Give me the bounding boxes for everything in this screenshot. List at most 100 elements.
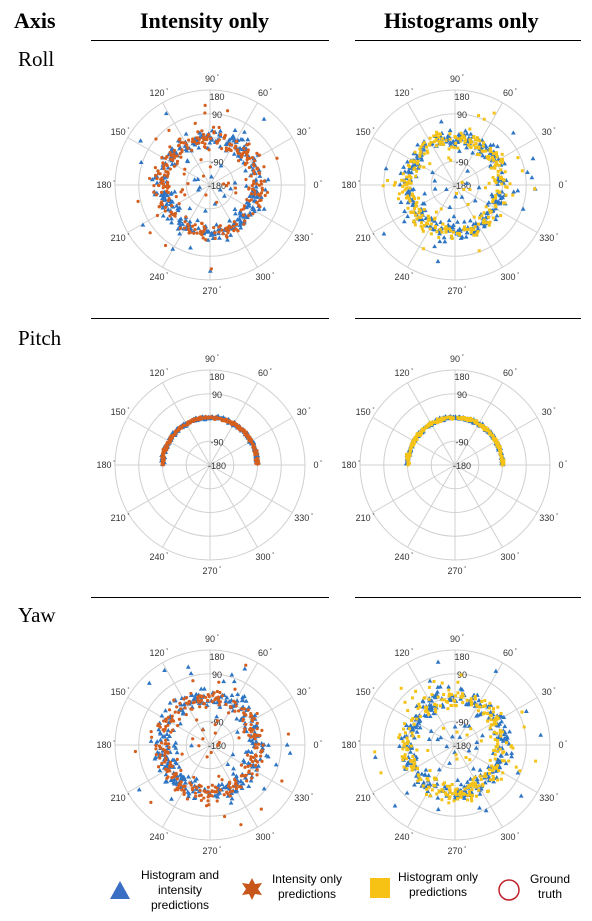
point-square bbox=[462, 225, 466, 229]
angle-tick-label: 0 bbox=[558, 740, 563, 750]
point-triangle bbox=[177, 219, 183, 224]
point-square bbox=[471, 784, 475, 788]
grid-spoke bbox=[407, 744, 456, 828]
point-star bbox=[253, 189, 257, 194]
point-star bbox=[255, 151, 259, 155]
point-square bbox=[421, 784, 425, 788]
point-star bbox=[247, 199, 252, 203]
point-square bbox=[488, 726, 492, 730]
point-star bbox=[224, 702, 228, 707]
point-triangle bbox=[159, 195, 165, 201]
point-square bbox=[409, 175, 413, 179]
point-square bbox=[500, 459, 504, 463]
point-star bbox=[167, 441, 171, 445]
point-star bbox=[251, 212, 255, 216]
point-star bbox=[169, 210, 173, 214]
point-triangle bbox=[422, 191, 428, 196]
point-star bbox=[242, 222, 246, 226]
point-star bbox=[175, 777, 179, 781]
point-star bbox=[255, 727, 259, 731]
point-square bbox=[504, 193, 508, 197]
point-star bbox=[183, 226, 187, 230]
point-triangle bbox=[238, 778, 244, 783]
grid-spoke bbox=[454, 102, 503, 186]
point-triangle bbox=[518, 793, 524, 798]
point-triangle bbox=[477, 805, 482, 810]
point-triangle bbox=[243, 168, 248, 173]
point-star bbox=[183, 706, 187, 710]
angle-tick-label: 30 bbox=[542, 407, 552, 417]
point-square bbox=[401, 172, 405, 176]
point-square bbox=[430, 788, 434, 792]
point-square bbox=[475, 152, 479, 156]
point-triangle bbox=[504, 733, 510, 739]
point-square bbox=[496, 169, 500, 173]
point-square bbox=[489, 210, 493, 214]
point-square bbox=[411, 696, 415, 700]
point-triangle bbox=[436, 767, 442, 772]
point-square bbox=[425, 149, 429, 153]
point-square bbox=[424, 793, 428, 797]
point-triangle bbox=[452, 724, 458, 729]
point-square bbox=[481, 704, 485, 708]
point-square bbox=[475, 419, 479, 423]
point-triangle bbox=[165, 216, 171, 221]
point-star bbox=[193, 791, 198, 795]
point-square bbox=[414, 689, 418, 693]
point-star bbox=[226, 784, 231, 788]
point-square bbox=[409, 744, 413, 748]
point-triangle bbox=[171, 743, 177, 748]
point-square bbox=[461, 694, 465, 698]
point-triangle bbox=[195, 187, 201, 192]
angle-tick-label: 300 bbox=[255, 552, 270, 562]
point-star bbox=[248, 714, 253, 719]
degree-mark: ° bbox=[113, 740, 115, 746]
point-star bbox=[226, 181, 231, 185]
point-square bbox=[474, 233, 478, 237]
point-star bbox=[201, 230, 205, 234]
point-star bbox=[177, 717, 182, 721]
point-star bbox=[253, 452, 257, 457]
point-square bbox=[413, 761, 417, 765]
point-square bbox=[481, 144, 485, 148]
point-star bbox=[255, 182, 259, 186]
point-square bbox=[471, 781, 475, 785]
point-star bbox=[220, 146, 224, 151]
point-star bbox=[228, 704, 233, 709]
point-star bbox=[246, 708, 250, 712]
point-star bbox=[198, 416, 202, 421]
point-triangle bbox=[496, 735, 502, 740]
angle-tick-label: 60 bbox=[258, 368, 268, 378]
grid-spoke bbox=[209, 464, 293, 513]
angle-tick-label: 0 bbox=[313, 180, 318, 190]
point-square bbox=[475, 422, 479, 426]
point-triangle bbox=[415, 770, 421, 775]
point-star bbox=[257, 742, 261, 746]
point-star bbox=[252, 172, 257, 176]
degree-mark: ° bbox=[515, 88, 517, 94]
point-square bbox=[418, 209, 422, 213]
point-square bbox=[432, 134, 436, 138]
point-triangle bbox=[427, 678, 433, 683]
point-square bbox=[434, 139, 438, 143]
point-square bbox=[427, 712, 431, 716]
point-square bbox=[499, 712, 503, 716]
point-triangle bbox=[184, 148, 190, 153]
point-triangle bbox=[177, 223, 183, 228]
point-square bbox=[417, 211, 421, 215]
point-square bbox=[501, 771, 505, 775]
point-square bbox=[478, 774, 482, 778]
point-square bbox=[495, 163, 499, 167]
point-star bbox=[243, 219, 247, 223]
degree-mark: ° bbox=[556, 233, 558, 239]
point-triangle bbox=[421, 201, 427, 206]
point-square bbox=[493, 178, 497, 182]
point-star bbox=[190, 224, 195, 228]
point-square bbox=[492, 730, 496, 734]
point-square bbox=[403, 700, 407, 704]
point-square bbox=[404, 196, 408, 200]
point-star bbox=[133, 749, 138, 754]
point-star bbox=[179, 780, 183, 784]
angle-tick-label: 330 bbox=[539, 793, 554, 803]
point-square bbox=[425, 705, 429, 709]
